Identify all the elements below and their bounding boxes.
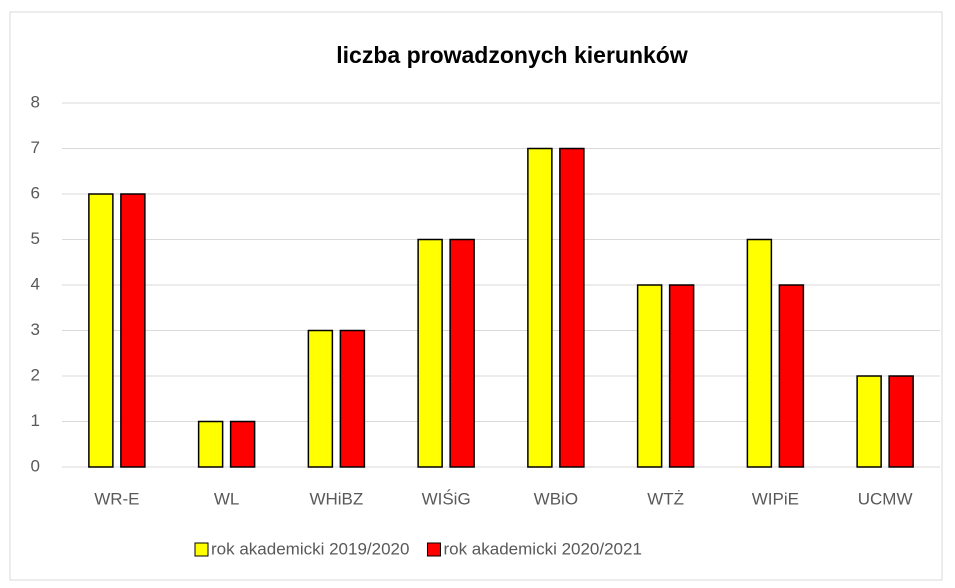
bar	[307, 329, 334, 468]
legend-swatch	[426, 542, 441, 557]
legend-label: rok akademicki 2020/2021	[443, 539, 641, 558]
x-tick-label: WHiBZ	[309, 489, 363, 508]
x-tick-label: WL	[214, 489, 240, 508]
x-tick-label: WIPiE	[752, 489, 799, 508]
bar	[746, 238, 773, 468]
chart-title: liczba prowadzonych kierunków	[336, 42, 688, 68]
bar	[668, 284, 695, 468]
y-tick-label: 0	[31, 456, 40, 475]
y-tick-label: 5	[31, 229, 40, 248]
y-tick-label: 6	[31, 183, 40, 202]
bar	[229, 420, 256, 468]
bar	[197, 420, 224, 468]
y-tick-label: 7	[31, 138, 40, 157]
x-tick-label: UCMW	[858, 489, 913, 508]
bar	[778, 284, 805, 468]
bar	[120, 193, 146, 468]
x-tick-label: WTŻ	[647, 489, 684, 508]
bar	[636, 284, 663, 468]
x-tick-label: WR-E	[94, 489, 139, 508]
y-tick-label: 1	[31, 411, 40, 430]
bar	[339, 329, 366, 468]
x-tick-label: WBiO	[534, 489, 578, 508]
bar	[856, 375, 882, 468]
bar	[527, 147, 553, 468]
y-tick-label: 2	[31, 365, 40, 384]
x-tick-label: WIŚiG	[422, 489, 471, 508]
bar	[559, 147, 585, 468]
y-tick-label: 4	[31, 274, 40, 293]
bar	[888, 375, 914, 468]
bar	[417, 238, 443, 468]
legend-label: rok akademicki 2019/2020	[211, 539, 409, 558]
y-tick-label: 8	[31, 92, 40, 111]
bar	[449, 238, 475, 468]
legend-swatch	[194, 542, 209, 557]
y-tick-label: 3	[31, 320, 40, 339]
bar	[88, 193, 114, 468]
